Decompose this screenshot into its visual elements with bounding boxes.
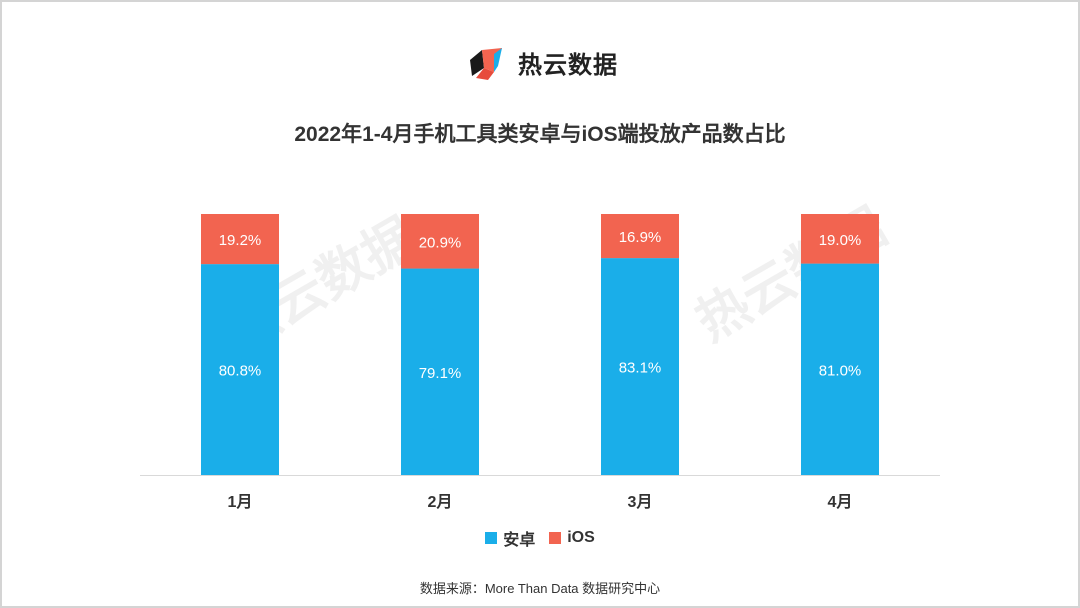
legend-label-android: 安卓: [503, 532, 536, 549]
data-label-android: 79.1%: [419, 365, 462, 382]
bar-segment-ios: [401, 214, 479, 269]
data-label-ios: 20.9%: [419, 234, 462, 251]
bar-segment-ios: [601, 214, 679, 259]
legend-label-ios: iOS: [567, 529, 595, 546]
data-label-android: 81.0%: [819, 362, 862, 379]
data-label-android: 83.1%: [619, 360, 662, 377]
data-label-ios: 19.2%: [219, 232, 262, 249]
bar-segment-ios: [201, 214, 279, 265]
legend-swatch-ios: [549, 532, 562, 544]
data-label-ios: 19.0%: [819, 232, 862, 249]
bar-segment-android: [401, 268, 479, 475]
brand-header: 热云数据: [464, 42, 618, 82]
data-source-note: 数据来源：More Than Data 数据研究中心: [419, 581, 661, 596]
legend-item-ios: iOS: [549, 526, 595, 550]
chart-legend: 安卓 iOS: [0, 526, 1080, 550]
legend-item-android: 安卓: [485, 526, 535, 550]
brand-name: 热云数据: [518, 51, 618, 79]
brand-logo-icon: [470, 48, 502, 80]
bar-segment-android: [801, 263, 879, 475]
x-tick-label: 2月: [428, 493, 453, 511]
bar-segment-android: [201, 264, 279, 475]
data-label-android: 80.8%: [219, 363, 262, 380]
chart-title: 2022年1-4月手机工具类安卓与iOS端投放产品数占比: [294, 123, 786, 146]
legend-swatch-android: [485, 532, 498, 544]
x-tick-label: 1月: [228, 493, 253, 511]
data-label-ios: 16.9%: [619, 229, 662, 246]
x-tick-label: 3月: [628, 493, 653, 511]
x-tick-label: 4月: [828, 493, 853, 511]
bar-segment-ios: [801, 214, 879, 264]
bar-segment-android: [601, 258, 679, 475]
